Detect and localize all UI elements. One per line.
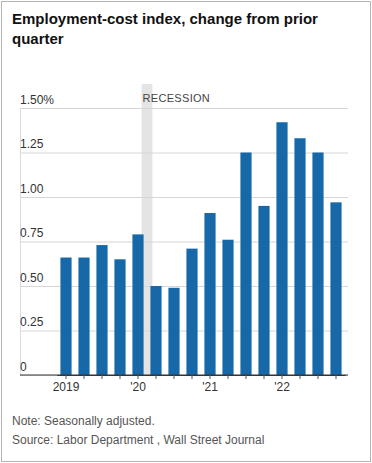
title-line: Employment-cost index, change from prior <box>12 10 318 27</box>
bar <box>78 258 89 375</box>
x-tick: '21 <box>202 375 218 394</box>
chart-container: Employment-cost index, change from prior… <box>0 0 372 463</box>
x-tick: 2019 <box>53 375 80 394</box>
note: Source: Labor Department , Wall Street J… <box>12 433 264 447</box>
x-tick-mark <box>246 375 247 379</box>
y-tick-label: 1.25 <box>20 137 44 151</box>
note: Note: Seasonally adjusted. <box>12 414 155 428</box>
x-tick-mark <box>228 375 229 379</box>
x-tick <box>246 375 247 379</box>
bar <box>168 288 179 375</box>
x-tick-mark <box>156 375 157 379</box>
x-tick-mark <box>66 375 67 379</box>
grid-line <box>20 375 348 376</box>
title-line: quarter <box>12 30 64 47</box>
x-tick-label: '22 <box>274 380 290 394</box>
x-tick-mark <box>336 375 337 379</box>
bar <box>132 234 143 375</box>
x-tick-label: '21 <box>202 380 218 394</box>
x-tick-mark <box>192 375 193 379</box>
x-tick <box>264 375 265 379</box>
y-axis: 0 0.25 0.50 0.75 1.00 1.25 1.50% <box>20 93 348 376</box>
y-tick-label: 0.50 <box>20 271 44 285</box>
x-tick-label: 2019 <box>53 380 80 394</box>
x-tick-mark <box>318 375 319 379</box>
bar <box>330 202 341 375</box>
x-tick-mark <box>264 375 265 379</box>
bar <box>204 213 215 375</box>
x-tick <box>120 375 121 379</box>
x-axis: 2019 '20 '21 '22 <box>53 375 346 394</box>
x-tick-label: '20 <box>130 380 146 394</box>
x-tick: '22 <box>274 375 290 394</box>
bar <box>258 206 269 375</box>
x-tick-mark <box>282 375 283 379</box>
grid-line <box>20 108 348 109</box>
bar <box>276 122 287 375</box>
bar <box>240 153 251 376</box>
x-tick <box>84 375 85 379</box>
x-tick <box>192 375 193 379</box>
frame <box>2 2 371 462</box>
y-tick-label: 1.00 <box>20 182 44 196</box>
bars <box>60 122 341 375</box>
y-tick-label: 0.75 <box>20 226 44 240</box>
x-tick <box>102 375 103 379</box>
x-tick-mark <box>120 375 121 379</box>
baseline <box>20 375 348 376</box>
x-tick-mark <box>210 375 211 379</box>
annotation: RECESSION <box>143 92 211 104</box>
bar <box>312 153 323 376</box>
x-tick-mark <box>84 375 85 379</box>
y-tick-label: 0.25 <box>20 315 44 329</box>
bar <box>150 286 161 375</box>
bar <box>186 249 197 375</box>
x-tick <box>318 375 319 379</box>
x-tick-mark <box>102 375 103 379</box>
x-tick-mark <box>174 375 175 379</box>
chart-svg: Employment-cost index, change from prior… <box>0 0 372 463</box>
bar <box>222 240 233 375</box>
y-tick-label: 1.50% <box>20 93 54 107</box>
bar <box>96 245 107 375</box>
x-tick <box>174 375 175 379</box>
x-tick: '20 <box>130 375 146 394</box>
bar <box>60 258 71 375</box>
y-tick: 1.50% <box>20 93 348 109</box>
x-axis-line <box>58 375 346 376</box>
x-tick-mark <box>300 375 301 379</box>
x-tick <box>156 375 157 379</box>
x-tick <box>228 375 229 379</box>
title: Employment-cost index, change from prior… <box>12 10 318 47</box>
x-tick <box>336 375 337 379</box>
bar <box>114 259 125 375</box>
x-tick <box>300 375 301 379</box>
y-tick-label: 0 <box>20 360 27 374</box>
bar <box>294 138 305 375</box>
x-tick-mark <box>138 375 139 379</box>
